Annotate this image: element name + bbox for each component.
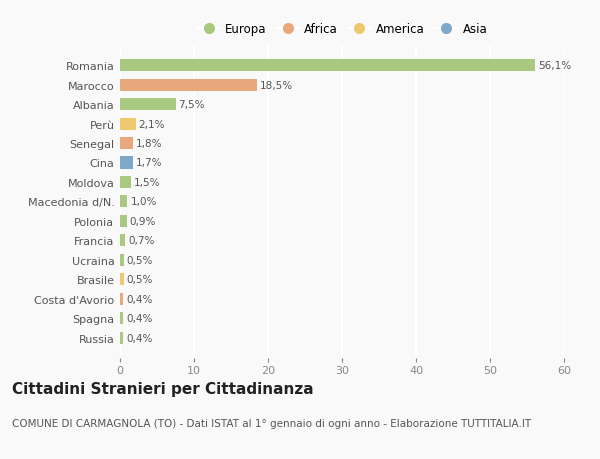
Text: 0,5%: 0,5% bbox=[127, 274, 153, 285]
Text: 2,1%: 2,1% bbox=[139, 119, 165, 129]
Text: Cittadini Stranieri per Cittadinanza: Cittadini Stranieri per Cittadinanza bbox=[12, 381, 314, 396]
Bar bbox=[120, 60, 535, 72]
Legend: Europa, Africa, America, Asia: Europa, Africa, America, Asia bbox=[194, 21, 490, 38]
Bar bbox=[120, 138, 133, 150]
Bar bbox=[120, 99, 176, 111]
Bar bbox=[120, 196, 127, 208]
Bar bbox=[120, 177, 131, 189]
Bar bbox=[120, 313, 123, 325]
Bar bbox=[120, 254, 124, 266]
Text: 1,5%: 1,5% bbox=[134, 178, 161, 188]
Bar bbox=[120, 118, 136, 130]
Text: 0,4%: 0,4% bbox=[126, 313, 152, 324]
Text: 0,4%: 0,4% bbox=[126, 294, 152, 304]
Text: 1,8%: 1,8% bbox=[136, 139, 163, 149]
Text: COMUNE DI CARMAGNOLA (TO) - Dati ISTAT al 1° gennaio di ogni anno - Elaborazione: COMUNE DI CARMAGNOLA (TO) - Dati ISTAT a… bbox=[12, 418, 531, 428]
Text: 0,5%: 0,5% bbox=[127, 255, 153, 265]
Bar bbox=[120, 293, 123, 305]
Text: 0,9%: 0,9% bbox=[130, 216, 156, 226]
Bar bbox=[120, 215, 127, 227]
Text: 18,5%: 18,5% bbox=[260, 80, 293, 90]
Text: 0,4%: 0,4% bbox=[126, 333, 152, 343]
Text: 0,7%: 0,7% bbox=[128, 236, 155, 246]
Bar bbox=[120, 235, 125, 247]
Bar bbox=[120, 274, 124, 285]
Bar bbox=[120, 332, 123, 344]
Text: 7,5%: 7,5% bbox=[178, 100, 205, 110]
Text: 56,1%: 56,1% bbox=[538, 61, 571, 71]
Text: 1,0%: 1,0% bbox=[130, 197, 157, 207]
Bar bbox=[120, 157, 133, 169]
Bar bbox=[120, 79, 257, 91]
Text: 1,7%: 1,7% bbox=[136, 158, 162, 168]
